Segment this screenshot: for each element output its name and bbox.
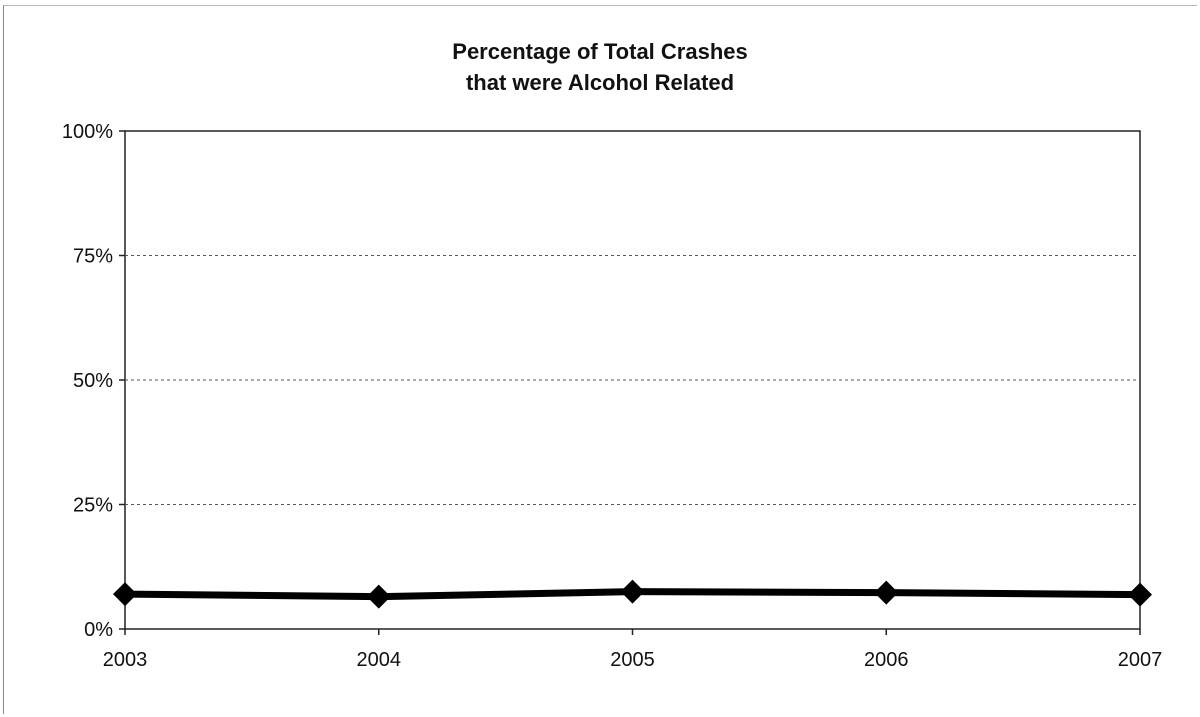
- chart-frame: [3, 5, 1197, 714]
- x-tick-label: 2006: [864, 649, 909, 671]
- y-tick-label: 25%: [73, 495, 113, 517]
- chart-title: Percentage of Total Crashes that were Al…: [0, 36, 1200, 98]
- data-point-marker: [366, 584, 391, 609]
- y-tick-label: 50%: [73, 370, 113, 392]
- data-point-marker: [113, 582, 137, 607]
- y-tick-label: 0%: [84, 619, 113, 641]
- y-tick-label: 75%: [73, 246, 113, 268]
- data-point-marker: [874, 580, 899, 605]
- y-tick-label: 100%: [62, 121, 113, 143]
- chart-title-line-1: Percentage of Total Crashes: [452, 39, 748, 64]
- x-tick-label: 2005: [610, 649, 655, 671]
- chart-title-line-2: that were Alcohol Related: [465, 70, 735, 95]
- x-tick-label: 2007: [1118, 649, 1163, 671]
- x-tick-label: 2004: [357, 649, 402, 671]
- data-point-marker: [1128, 582, 1152, 607]
- data-point-marker: [620, 579, 645, 604]
- x-tick-label: 2003: [103, 649, 148, 671]
